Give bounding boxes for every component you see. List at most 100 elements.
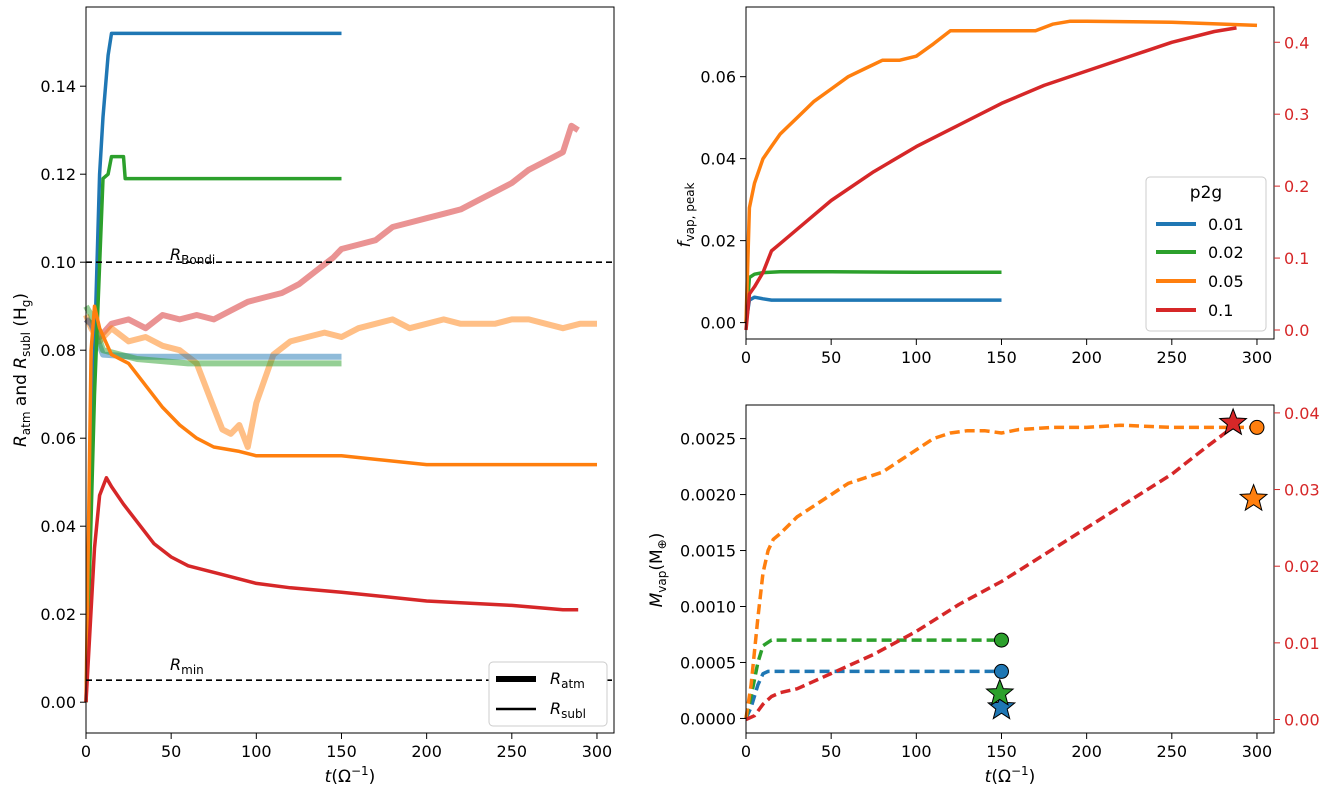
- bottom-right-ytick-label: 0.0025: [680, 430, 736, 449]
- top-right-xtick-label: 250: [1157, 348, 1188, 367]
- top-right-axes-frame: [745, 6, 1275, 340]
- bottom-right-ytick-label: 0.0015: [680, 542, 736, 561]
- bottom-right-series-p01: [745, 423, 1238, 722]
- left-series-atm-p01: [84, 122, 580, 340]
- left-panel: RBondi Rmin 0 50 100 150 200 250 300 0.00 0.02 0…: [11, 6, 615, 787]
- left-ytick-label: 0.10: [40, 253, 76, 272]
- left-xtick-label: 0: [81, 742, 91, 761]
- left-xtick-label: 100: [241, 742, 272, 761]
- top-right-right-ytick-label: 0.0: [1284, 321, 1309, 340]
- bottom-right-right-ytick-label: 0.01: [1284, 634, 1320, 653]
- marker-star-p002: [985, 677, 1015, 706]
- top-right-right-ytick-label: 0.4: [1284, 33, 1309, 52]
- bottom-right-markers-layer: [985, 407, 1269, 720]
- bottom-right-right-y-ticks: 0.00 0.01 0.02 0.03 0.04: [1274, 404, 1320, 730]
- top-right-series-layer: [744, 19, 1258, 331]
- top-right-xtick-label: 100: [901, 348, 932, 367]
- left-xtick-label: 300: [582, 742, 613, 761]
- left-series-subl-p001: [84, 31, 342, 703]
- left-xtick-label: 50: [161, 742, 181, 761]
- top-right-xtick-label: 200: [1071, 348, 1102, 367]
- bottom-right-xtick-label: 300: [1242, 742, 1273, 761]
- r-min-label: Rmin: [170, 655, 204, 677]
- top-right-ytick-label: 0.02: [700, 232, 736, 251]
- left-ytick-label: 0.14: [40, 77, 76, 96]
- endpoint-circle-p005: [1249, 419, 1265, 435]
- bottom-right-right-ytick-label: 0.02: [1284, 557, 1320, 576]
- top-right-xtick-label: 0: [741, 348, 751, 367]
- top-right-right-y-ticks: 0.0 0.1 0.2 0.3 0.4: [1274, 33, 1309, 340]
- top-right-ytick-label: 0.04: [700, 150, 736, 169]
- bottom-right-axes-frame: [745, 404, 1275, 734]
- legend-atm-label: Ratm: [550, 669, 585, 691]
- top-right-series-p001: [744, 295, 1002, 323]
- bottom-right-right-ytick-label: 0.04: [1284, 404, 1320, 423]
- p2g-legend: p2g 0.01 0.02 0.05 0.1: [1145, 176, 1267, 332]
- left-xtick-label: 250: [497, 742, 528, 761]
- bottom-right-x-ticks: 0 50 100 150 200 250 300: [741, 733, 1272, 761]
- marker-star-p005: [1238, 483, 1269, 512]
- left-series-atm-p005: [83, 313, 597, 450]
- left-legend: Ratm Rsubl: [488, 661, 608, 727]
- top-right-right-ytick-label: 0.1: [1284, 249, 1309, 268]
- top-right-panel: 0 50 100 150 200 250 300 0.000.020.040.06 0.00…: [675, 6, 1309, 367]
- bottom-right-ytick-label: 0.0005: [680, 653, 736, 672]
- left-series-layer: [83, 31, 597, 703]
- top-right-right-ytick-label: 0.2: [1284, 177, 1309, 196]
- endpoint-circle-p002: [993, 632, 1009, 648]
- bottom-right-xtick-label: 250: [1157, 742, 1188, 761]
- bottom-right-xtick-label: 150: [986, 742, 1017, 761]
- top-right-series-p01: [744, 26, 1237, 331]
- top-right-xtick-label: 50: [821, 348, 841, 367]
- left-xtick-label: 150: [326, 742, 357, 761]
- bottom-right-xtick-label: 50: [821, 742, 841, 761]
- left-xtick-label: 200: [411, 742, 442, 761]
- p2g-legend-title: p2g: [1190, 183, 1222, 203]
- legend-label-002: 0.02: [1208, 243, 1244, 262]
- left-series-atm-p002: [83, 304, 342, 367]
- top-right-xtick-label: 150: [986, 348, 1017, 367]
- bottom-right-x-axis-label: t(Ω−1): [985, 764, 1036, 787]
- top-right-xtick-label: 300: [1242, 348, 1273, 367]
- p2g-legend-box: [1145, 176, 1267, 332]
- r-bondi-label: RBondi: [170, 245, 215, 267]
- bottom-right-right-ytick-label: 0.00: [1284, 711, 1320, 730]
- bottom-right-series-p001: [744, 669, 999, 720]
- left-axes-frame: [85, 6, 615, 734]
- legend-label-01: 0.1: [1208, 301, 1233, 320]
- top-right-x-ticks: 0 50 100 150 200 250 300: [741, 339, 1272, 367]
- left-x-axis-label: t(Ω−1): [325, 764, 376, 787]
- left-y-axis-label: Ratm and Rsubl (Hg): [11, 293, 33, 447]
- bottom-right-y-axis-label: Mvap(M⊕): [647, 533, 669, 608]
- bottom-right-xtick-label: 100: [901, 742, 932, 761]
- left-series-subl-p01: [84, 476, 579, 703]
- bottom-right-series-p005: [744, 423, 1257, 719]
- left-ytick-label: 0.12: [40, 165, 76, 184]
- top-right-ytick-label: 0.06: [700, 68, 736, 87]
- bottom-right-xtick-label: 200: [1071, 742, 1102, 761]
- top-right-series-p002: [744, 270, 1002, 323]
- left-y-ticks: 0.00 0.02 0.04 0.06 0.08 0.10 0.12 0.14: [40, 77, 86, 712]
- bottom-right-panel: 0 50 100 150 200 250 300 0.00000.00050.00100.0…: [647, 404, 1320, 787]
- top-right-ytick-label: 0.00: [700, 314, 736, 333]
- top-right-series-p005: [744, 19, 1258, 323]
- left-x-ticks: 0 50 100 150 200 250 300: [81, 733, 612, 761]
- left-ytick-label: 0.02: [40, 605, 76, 624]
- marker-star-p01: [1218, 407, 1248, 436]
- bottom-right-series-layer: [744, 423, 1257, 722]
- legend-label-005: 0.05: [1208, 272, 1244, 291]
- left-ytick-label: 0.00: [40, 693, 76, 712]
- bottom-right-ytick-label: 0.0010: [680, 598, 736, 617]
- top-right-y-axis-label: fvap, peak: [675, 182, 697, 247]
- left-ytick-label: 0.08: [40, 341, 76, 360]
- bottom-right-xtick-label: 0: [741, 742, 751, 761]
- left-series-subl-p005: [84, 304, 597, 703]
- bottom-right-y-ticks: 0.0000 0.0005 0.0010 0.0015 0.0020 0.0025: [680, 430, 746, 728]
- bottom-right-ytick-label: 0.0020: [680, 486, 736, 505]
- top-right-right-ytick-label: 0.3: [1284, 105, 1309, 124]
- left-series-subl-p002: [84, 154, 342, 703]
- bottom-right-right-ytick-label: 0.03: [1284, 481, 1320, 500]
- left-legend-box: [488, 661, 608, 727]
- legend-label-001: 0.01: [1208, 215, 1244, 234]
